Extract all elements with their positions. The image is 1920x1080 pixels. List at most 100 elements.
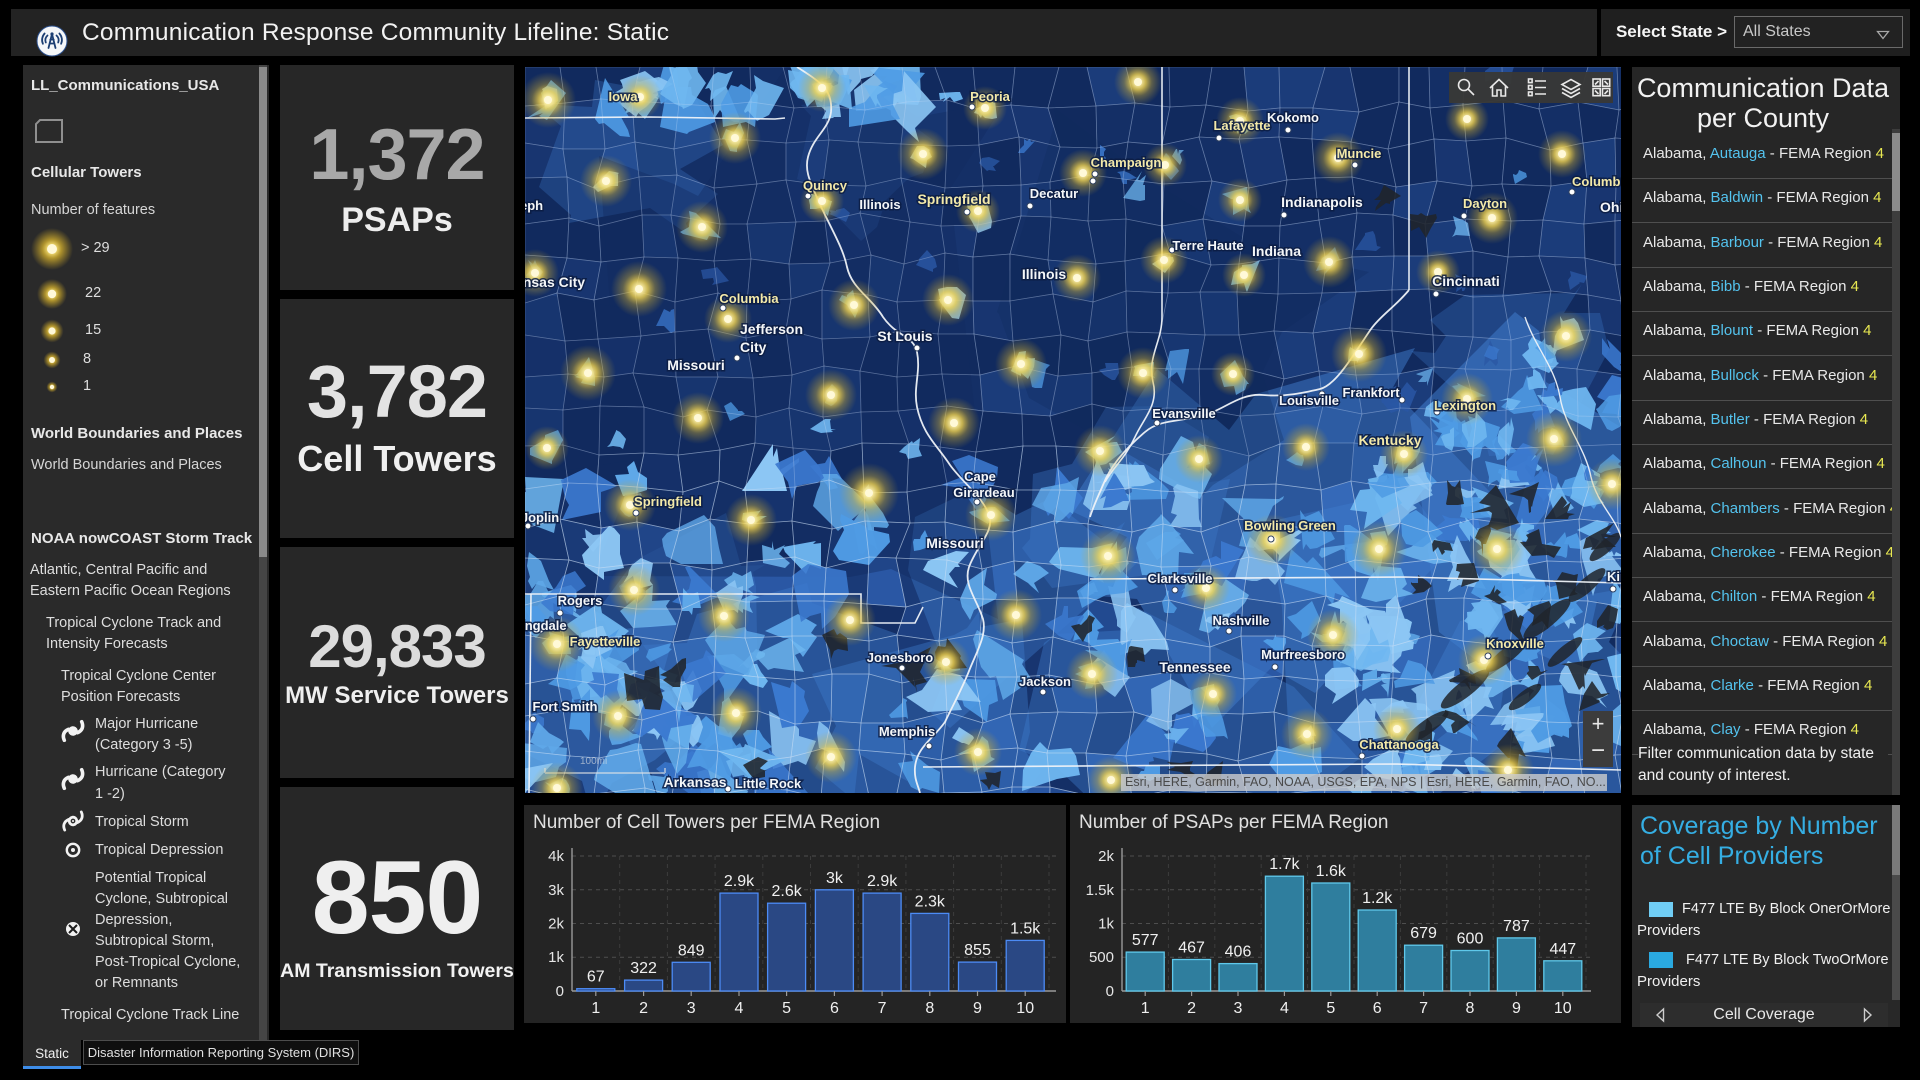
- svg-text:1.5k: 1.5k: [1086, 882, 1115, 899]
- svg-text:849: 849: [678, 942, 705, 959]
- svg-text:Illinois: Illinois: [859, 197, 900, 212]
- svg-text:Evansville: Evansville: [1152, 406, 1216, 421]
- svg-text:Kentucky: Kentucky: [1358, 432, 1421, 448]
- svg-text:2: 2: [639, 1000, 648, 1017]
- svg-text:Clarksville: Clarksville: [1147, 571, 1212, 586]
- svg-text:Girardeau: Girardeau: [953, 485, 1014, 500]
- svg-text:Indiana: Indiana: [1252, 243, 1301, 259]
- svg-text:467: 467: [1178, 940, 1205, 957]
- svg-text:855: 855: [964, 942, 991, 959]
- svg-text:Bowling Green: Bowling Green: [1244, 518, 1336, 533]
- svg-text:St Joseph: St Joseph: [525, 198, 543, 213]
- svg-text:Quincy: Quincy: [803, 178, 848, 193]
- svg-text:Indianapolis: Indianapolis: [1281, 194, 1363, 210]
- svg-text:Kokomo: Kokomo: [1267, 110, 1319, 125]
- svg-text:787: 787: [1503, 918, 1530, 935]
- svg-text:St Louis: St Louis: [877, 328, 932, 344]
- svg-text:Joplin: Joplin: [525, 510, 559, 525]
- svg-text:2.9k: 2.9k: [867, 873, 898, 890]
- svg-text:Cape: Cape: [964, 469, 996, 484]
- svg-text:Jackson: Jackson: [1019, 674, 1071, 689]
- svg-text:406: 406: [1225, 944, 1252, 961]
- svg-text:1: 1: [591, 1000, 600, 1017]
- svg-text:1k: 1k: [1098, 916, 1114, 933]
- svg-text:6: 6: [1373, 1000, 1382, 1017]
- svg-text:Fayetteville: Fayetteville: [570, 634, 641, 649]
- svg-text:Illinois: Illinois: [1022, 266, 1067, 282]
- svg-text:3: 3: [1234, 1000, 1243, 1017]
- svg-text:2.9k: 2.9k: [724, 873, 755, 890]
- svg-text:7: 7: [878, 1000, 887, 1017]
- svg-text:Decatur: Decatur: [1030, 186, 1078, 201]
- svg-text:Cincinnati: Cincinnati: [1432, 273, 1500, 289]
- svg-text:500: 500: [1089, 949, 1114, 966]
- svg-text:1: 1: [1141, 1000, 1150, 1017]
- svg-text:3: 3: [687, 1000, 696, 1017]
- svg-text:Columbia: Columbia: [719, 291, 779, 306]
- svg-text:Columbus: Columbus: [1572, 174, 1621, 189]
- svg-text:67: 67: [587, 969, 605, 986]
- svg-text:322: 322: [630, 960, 657, 977]
- svg-text:Dayton: Dayton: [1463, 196, 1507, 211]
- svg-text:Peoria: Peoria: [970, 89, 1011, 104]
- svg-text:2k: 2k: [1098, 848, 1114, 865]
- svg-text:Springfield: Springfield: [917, 191, 990, 207]
- svg-text:1.5k: 1.5k: [1010, 920, 1041, 937]
- svg-text:5: 5: [1326, 1000, 1335, 1017]
- svg-text:Lexington: Lexington: [1434, 398, 1496, 413]
- svg-text:10: 10: [1554, 1000, 1572, 1017]
- svg-text:Springdale: Springdale: [525, 618, 567, 633]
- svg-text:Springfield: Springfield: [634, 494, 702, 509]
- svg-text:2: 2: [1187, 1000, 1196, 1017]
- svg-text:Memphis: Memphis: [879, 724, 935, 739]
- svg-text:Muncie: Muncie: [1337, 146, 1382, 161]
- svg-text:Chattanooga: Chattanooga: [1359, 737, 1439, 752]
- svg-text:9: 9: [1512, 1000, 1521, 1017]
- svg-text:Kingsport: Kingsport: [1607, 569, 1621, 584]
- svg-text:Ohio: Ohio: [1600, 199, 1621, 215]
- svg-text:10: 10: [1016, 1000, 1034, 1017]
- svg-text:Frankfort: Frankfort: [1342, 385, 1400, 400]
- svg-text:Champaign: Champaign: [1091, 155, 1162, 170]
- svg-text:1.7k: 1.7k: [1269, 856, 1300, 873]
- svg-text:Lafayette: Lafayette: [1213, 118, 1270, 133]
- svg-text:6: 6: [830, 1000, 839, 1017]
- svg-text:8: 8: [925, 1000, 934, 1017]
- svg-text:Jonesboro: Jonesboro: [867, 650, 934, 665]
- svg-text:Terre Haute: Terre Haute: [1172, 238, 1243, 253]
- svg-text:4: 4: [1280, 1000, 1289, 1017]
- svg-text:600: 600: [1457, 931, 1484, 948]
- svg-text:679: 679: [1410, 925, 1437, 942]
- svg-text:577: 577: [1132, 932, 1159, 949]
- svg-text:Kansas City: Kansas City: [525, 274, 585, 290]
- svg-text:447: 447: [1549, 941, 1576, 958]
- svg-text:4: 4: [735, 1000, 744, 1017]
- svg-text:2.3k: 2.3k: [915, 893, 946, 910]
- svg-text:2k: 2k: [548, 916, 564, 933]
- svg-text:Jefferson: Jefferson: [740, 321, 803, 337]
- svg-text:Louisville: Louisville: [1279, 393, 1339, 408]
- svg-text:Iowa: Iowa: [609, 89, 639, 104]
- svg-text:Nashville: Nashville: [1212, 613, 1269, 628]
- svg-text:3k: 3k: [548, 882, 564, 899]
- svg-text:Murfreesboro: Murfreesboro: [1261, 647, 1345, 662]
- svg-text:9: 9: [973, 1000, 982, 1017]
- svg-text:7: 7: [1419, 1000, 1428, 1017]
- svg-text:0: 0: [1106, 983, 1114, 1000]
- svg-text:Rogers: Rogers: [558, 593, 603, 608]
- svg-text:5: 5: [782, 1000, 791, 1017]
- svg-text:8: 8: [1466, 1000, 1475, 1017]
- svg-text:100mi: 100mi: [580, 756, 607, 767]
- svg-text:Little Rock: Little Rock: [735, 776, 802, 791]
- svg-text:1k: 1k: [548, 949, 564, 966]
- svg-text:1.2k: 1.2k: [1362, 890, 1393, 907]
- svg-text:2.6k: 2.6k: [771, 883, 802, 900]
- svg-text:Tennessee: Tennessee: [1159, 659, 1231, 675]
- svg-text:4k: 4k: [548, 848, 564, 865]
- svg-text:Knoxville: Knoxville: [1486, 636, 1544, 651]
- svg-text:Arkansas: Arkansas: [663, 774, 726, 790]
- svg-text:3k: 3k: [826, 870, 844, 887]
- svg-text:Missouri: Missouri: [926, 535, 984, 551]
- svg-text:0: 0: [556, 983, 564, 1000]
- svg-text:City: City: [740, 339, 767, 355]
